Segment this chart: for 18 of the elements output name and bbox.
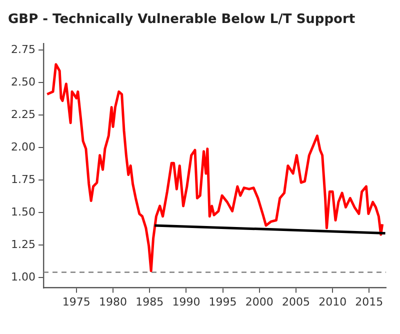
y-tick-label: 2.75 (10, 42, 36, 56)
y-tick-label: 1.75 (10, 172, 36, 186)
x-tick-label: 2000 (245, 295, 274, 308)
x-tick-label: 2010 (318, 295, 347, 308)
x-tick-label: 1990 (172, 295, 200, 308)
y-tick-label: 2.00 (10, 140, 36, 154)
x-tick-label: 1980 (99, 295, 128, 308)
y-tick-label: 1.25 (10, 238, 36, 251)
x-tick-label: 1985 (136, 295, 164, 308)
x-tick-label: 1975 (62, 295, 90, 308)
chart-title: GBP - Technically Vulnerable Below L/T Support (8, 12, 356, 28)
y-tick-label: 1.00 (10, 270, 36, 284)
y-tick-label: 2.25 (10, 108, 36, 121)
x-tick-label: 2005 (282, 295, 310, 308)
y-tick-label: 1.50 (10, 205, 36, 218)
x-tick-label: 1995 (208, 295, 237, 308)
y-tick-label: 2.50 (10, 75, 36, 88)
x-tick-label: 2015 (355, 295, 384, 308)
